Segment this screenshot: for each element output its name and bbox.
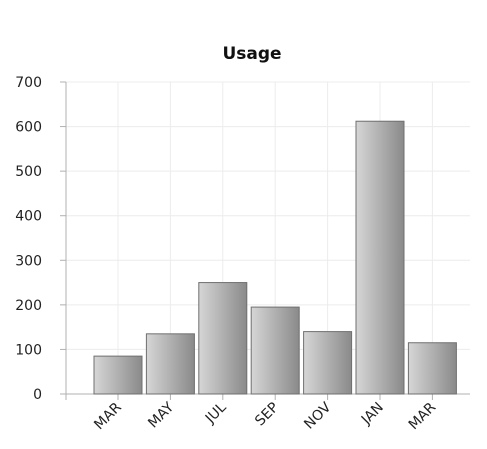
x-tick-label: SEP xyxy=(252,400,282,430)
y-tick-label: 200 xyxy=(15,298,42,314)
bar-mar-0 xyxy=(93,355,143,395)
x-tick-label: MAR xyxy=(91,399,125,433)
x-tick-label: JUL xyxy=(202,399,230,427)
x-tick-labels: MAR MAY JUL SEP NOV JAN MAR xyxy=(91,399,439,433)
bar-sep-3 xyxy=(250,306,300,395)
bar-jul-2 xyxy=(198,282,248,395)
x-tick-label: NOV xyxy=(301,399,334,432)
y-tick-labels: 0 100 200 300 400 500 600 700 xyxy=(15,75,42,403)
y-tick-label: 100 xyxy=(15,342,42,358)
x-tick-label: JAN xyxy=(358,400,387,429)
y-tick-label: 0 xyxy=(33,387,42,403)
y-tick-label: 300 xyxy=(15,253,42,269)
y-tick-label: 500 xyxy=(15,164,42,180)
y-tick-label: 600 xyxy=(15,120,42,136)
chart-title: Usage xyxy=(222,44,281,64)
bar-mar-6 xyxy=(407,342,457,395)
x-tick-label: MAR xyxy=(406,399,440,433)
y-tick-label: 700 xyxy=(15,75,42,91)
y-tick-label: 400 xyxy=(15,209,42,225)
bars xyxy=(93,120,457,395)
bar-may-1 xyxy=(145,333,195,395)
bar-nov-4 xyxy=(303,331,353,395)
x-tick-label: MAY xyxy=(145,399,177,431)
bar-jan-5 xyxy=(355,120,405,395)
